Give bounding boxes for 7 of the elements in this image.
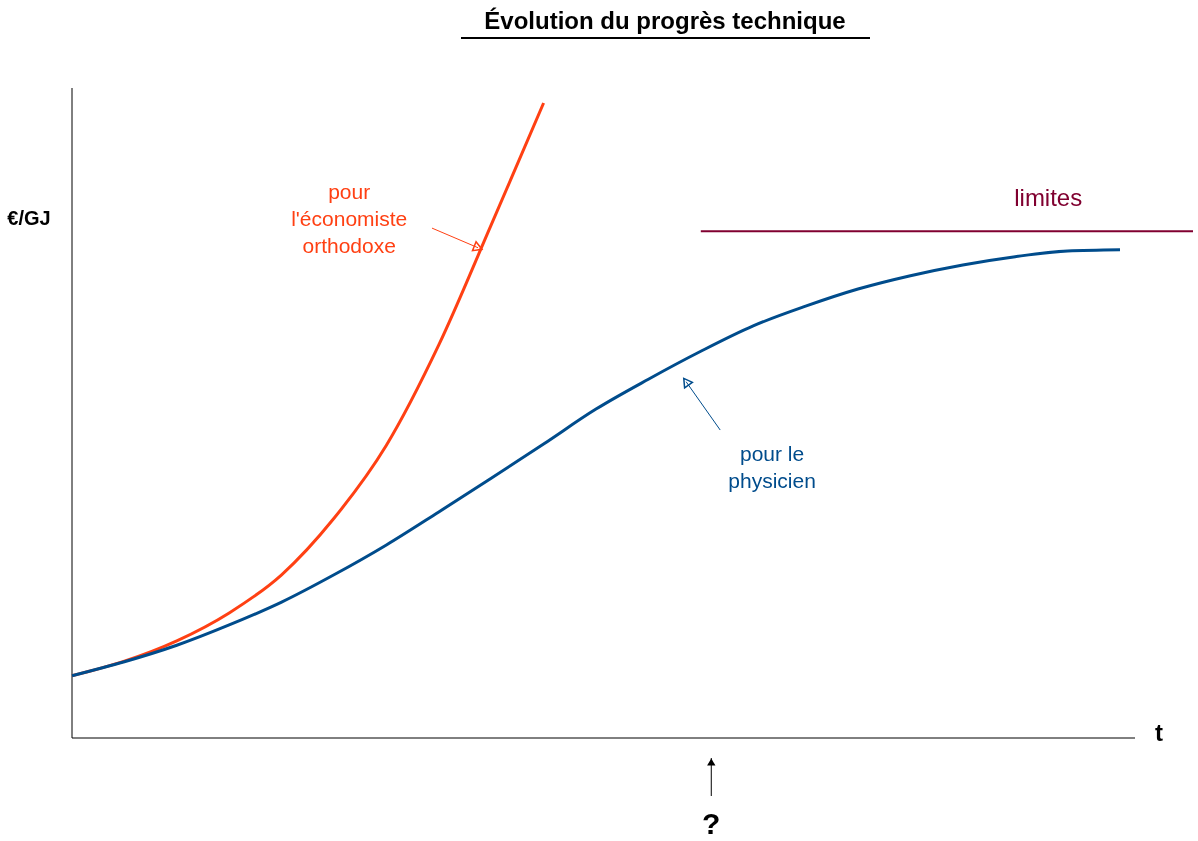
text: ? — [702, 807, 721, 840]
text: pour le physicien — [728, 441, 816, 492]
ref-line-label: limites — [1014, 184, 1083, 212]
x-axis-title: t — [1155, 719, 1163, 746]
text: pour l'économiste orthodoxe — [291, 180, 408, 258]
chart-title: Évolution du progrès technique — [484, 7, 846, 34]
y-axis-title: €/GJ — [7, 207, 51, 229]
